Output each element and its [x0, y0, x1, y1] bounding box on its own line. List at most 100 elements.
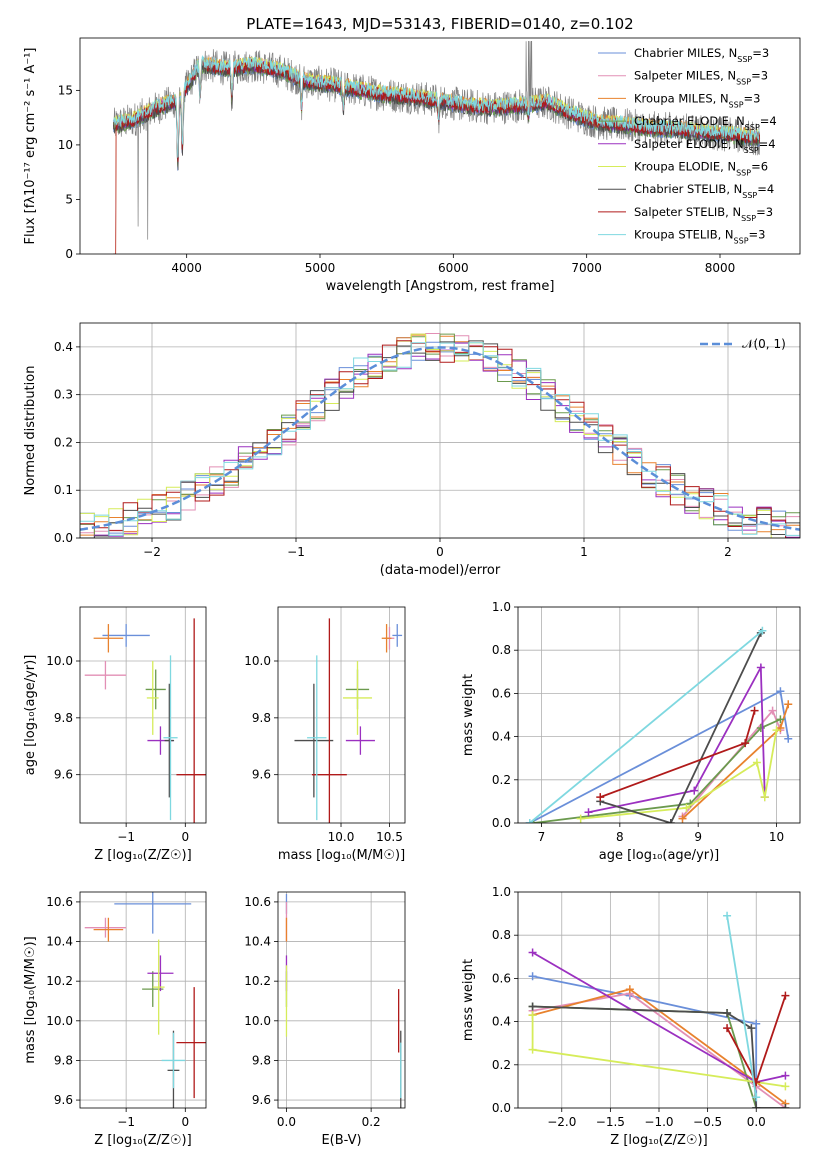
errorbar-chabrier-miles — [102, 624, 150, 647]
legend: Chabrier MILES, NSSP=3 Salpeter MILES, NS… — [598, 46, 777, 245]
errorbar-chabrier-stelib — [294, 683, 334, 798]
weight-marker — [750, 706, 759, 715]
errorbar-salpeter-miles — [84, 661, 127, 690]
weight-line-chabrier-stelib — [600, 632, 762, 823]
x-tick-label: 1 — [580, 545, 588, 559]
x-axis-label: Z [log₁₀(Z/Z☉)] — [94, 848, 191, 863]
legend: 𝒩(0, 1) — [700, 337, 786, 351]
weight-line-kroupa-miles — [532, 988, 786, 1105]
legend-label-salpeter-miles: Salpeter MILES, NSSP=3 — [634, 69, 768, 87]
x-tick-label: −2.0 — [547, 1115, 576, 1129]
weight-marker — [776, 715, 785, 724]
grid — [278, 607, 405, 823]
weight-marker — [781, 1082, 790, 1091]
x-axis-label: Z [log₁₀(Z/Z☉)] — [610, 1133, 707, 1148]
weight-marker — [723, 1024, 732, 1033]
model-spectrum-kroupa-stelib — [112, 55, 761, 158]
axes-frame — [517, 891, 801, 1109]
plot-area — [285, 893, 402, 1108]
y-tick-label: 0.2 — [54, 435, 73, 449]
y-tick-label: 0.6 — [492, 686, 511, 700]
figure-title: PLATE=1643, MJD=53143, FIBERID=0140, z=0… — [246, 15, 633, 33]
x-tick-label: 0 — [436, 545, 444, 559]
weight-marker — [752, 758, 761, 767]
x-tick-label: −2 — [143, 545, 161, 559]
errorbar-kroupa-elodie — [152, 939, 165, 1035]
y-tick-label: 0.2 — [492, 1058, 511, 1072]
grid — [80, 607, 206, 823]
y-tick-label: 10.6 — [46, 895, 73, 909]
weight-marker — [752, 1093, 761, 1102]
legend-label-chabrier-stelib: Chabrier STELIB, NSSP=4 — [634, 182, 774, 200]
x-tick-label: 0.0 — [747, 1115, 766, 1129]
y-tick-label: 0.4 — [492, 730, 511, 744]
y-tick-label: 9.6 — [54, 1093, 73, 1107]
weight-marker — [752, 1019, 761, 1028]
x-tick-label: −1 — [117, 830, 135, 844]
x-axis-label: wavelength [Angstrom, rest frame] — [326, 279, 555, 294]
panel-mass-vs-z: −1 0 9.6 9.8 10.0 10.2 10.4 10.6 Z [log₁₀(Z/Z☉)]… — [23, 891, 207, 1148]
y-tick-label: 0.0 — [492, 816, 511, 830]
y-tick-label: 10.4 — [46, 935, 73, 949]
x-tick-label: 8000 — [705, 261, 736, 275]
y-tick-label: 9.6 — [252, 1093, 271, 1107]
y-tick-label: 10.0 — [46, 1014, 73, 1028]
x-tick-label: 0 — [181, 1115, 189, 1129]
y-axis-label: age [log₁₀(age/yr)] — [23, 655, 38, 776]
x-tick-label: 0.2 — [362, 1115, 381, 1129]
weight-marker — [776, 687, 785, 696]
weight-line-kroupa-stelib — [726, 915, 758, 1098]
errorbar-chabrier-miles — [392, 624, 403, 647]
weight-line-salpeter-stelib — [599, 710, 756, 798]
axes-frame — [277, 606, 406, 824]
y-tick-label: 15 — [58, 83, 73, 97]
weight-marker — [781, 1104, 790, 1108]
x-tick-label: 10.0 — [328, 830, 355, 844]
errorbar-kroupa-elodie — [146, 661, 159, 735]
x-axis-label: age [log₁₀(age/yr)] — [599, 848, 720, 863]
weight-marker — [760, 793, 769, 802]
grid — [80, 892, 206, 1108]
weight-marker — [678, 814, 687, 823]
x-tick-label: −1 — [287, 545, 305, 559]
weight-marker — [784, 700, 793, 709]
weight-marker — [741, 739, 750, 748]
legend-label-kroupa-stelib: Kroupa STELIB, NSSP=3 — [634, 228, 765, 246]
legend-label-chabrier-elodie: Chabrier ELODIE, NSSP=4 — [634, 114, 777, 132]
x-tick-label: 7000 — [571, 261, 602, 275]
weight-marker — [756, 663, 765, 672]
legend-label-kroupa-miles: Kroupa MILES, NSSP=3 — [634, 91, 760, 109]
weight-marker — [781, 991, 790, 1000]
weight-line-kroupa-stelib — [529, 630, 763, 823]
x-tick-label: −1.5 — [596, 1115, 625, 1129]
y-tick-label: 0.6 — [492, 971, 511, 985]
plot-area — [528, 911, 790, 1108]
errorbar-salpeter-stelib — [311, 618, 347, 823]
x-tick-label: 6000 — [438, 261, 469, 275]
panel-mass-vs-ebv: 0.0 0.2 9.6 9.8 10.0 10.2 10.4 10.6 E(B-V) — [244, 891, 406, 1148]
y-tick-label: 10.2 — [244, 974, 271, 988]
y-tick-label: 0.3 — [54, 388, 73, 402]
legend-label-normal: 𝒩(0, 1) — [742, 337, 786, 351]
errorbar-salpeter-elodie — [147, 955, 174, 992]
weight-line-salpeter-elodie — [588, 664, 766, 814]
errorbar-kroupa-miles — [381, 624, 392, 653]
legend-label-chabrier-miles: Chabrier MILES, NSSP=3 — [634, 46, 769, 64]
errorbar-salpeter-stelib — [176, 987, 206, 1099]
legend-label-salpeter-stelib: Salpeter STELIB, NSSP=3 — [634, 205, 773, 223]
y-axis-label: mass weight — [461, 674, 476, 756]
x-tick-label: 0.0 — [277, 1115, 296, 1129]
y-tick-label: 0.4 — [54, 340, 73, 354]
weight-marker — [758, 626, 767, 635]
y-tick-label: 10.6 — [244, 895, 271, 909]
y-tick-label: 9.8 — [54, 711, 73, 725]
y-tick-label: 0.8 — [492, 928, 511, 942]
x-tick-label: 8 — [616, 830, 624, 844]
y-tick-label: 10.4 — [244, 935, 271, 949]
weight-marker — [528, 948, 537, 957]
panel-spectrum: 4000 5000 6000 7000 8000 0 5 10 15 wavelength [An… — [23, 37, 801, 294]
panel-age-vs-z: −1 0 9.6 9.8 10.0 Z [log₁₀(Z/Z☉)] age [log₁₀(a… — [23, 606, 207, 863]
weight-line-kroupa-elodie — [531, 1015, 786, 1088]
weight-marker — [525, 819, 534, 823]
